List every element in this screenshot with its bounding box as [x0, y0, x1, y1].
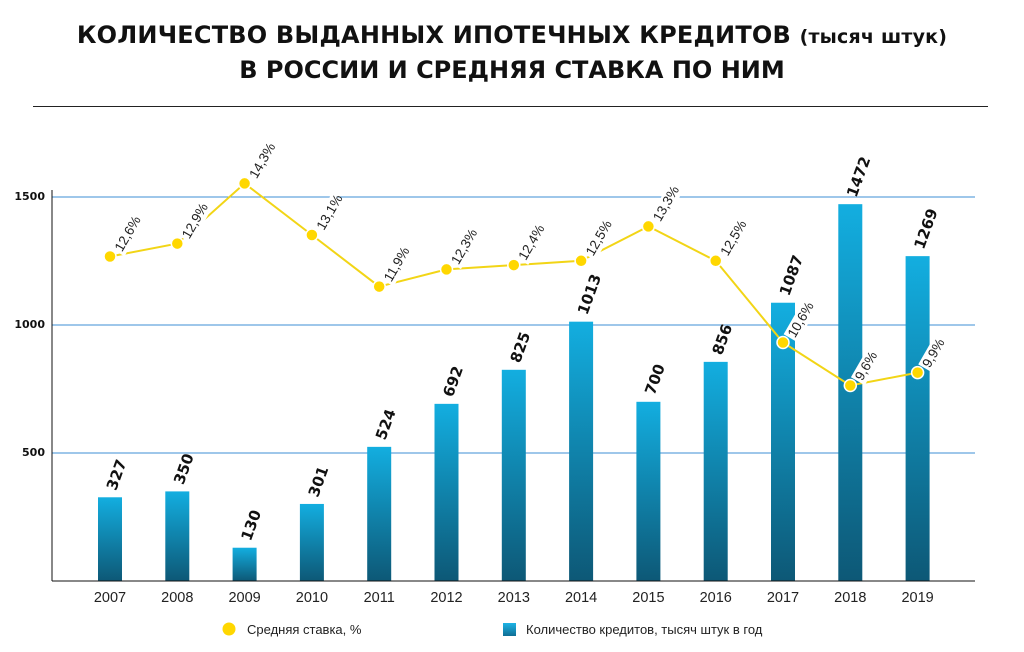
data-labels: 327 350 130 301 524 692 825 1013 700 856 1087 1472 1… — [103, 140, 952, 544]
rate-point — [910, 365, 925, 380]
bar — [299, 503, 324, 581]
rate-point — [507, 258, 521, 272]
y-tick-label: 1000 — [14, 318, 45, 331]
bar-value-label: 1269 — [910, 206, 941, 251]
bar-value-label: 1087 — [776, 253, 807, 298]
rate-label-bg — [850, 344, 884, 386]
title-divider — [33, 106, 988, 107]
rate-line — [103, 176, 925, 393]
rate-point — [103, 249, 117, 264]
bar — [838, 204, 863, 581]
rate-point — [776, 335, 790, 350]
legend-rate-marker — [222, 622, 236, 636]
rate-point — [574, 254, 588, 268]
rate-value-label: 13,1% — [314, 192, 346, 233]
rate-value-label: 12,9% — [179, 200, 211, 241]
legend-bars-label: Количество кредитов, тысяч штук в год — [526, 622, 763, 637]
rate-label-bg — [783, 301, 817, 343]
rate-point — [372, 279, 386, 294]
x-tick-label: 2010 — [296, 590, 328, 606]
rate-value-label: 12,5% — [717, 218, 749, 259]
bar-value-label: 856 — [709, 322, 737, 358]
bar-value-label: 1013 — [574, 272, 605, 317]
bar — [703, 361, 728, 581]
rate-label-bg — [312, 193, 346, 235]
bars — [98, 204, 930, 581]
bar-value-label: 825 — [507, 330, 535, 366]
bar — [232, 547, 257, 581]
rate-point — [305, 228, 319, 242]
rate-value-label: 12,3% — [448, 226, 480, 267]
legend-rate-label: Средняя ставка, % — [247, 622, 362, 637]
rate-label-bg — [918, 331, 952, 373]
bar-value-label: 350 — [170, 451, 198, 487]
bar-value-label: 130 — [237, 508, 265, 544]
title-line-1: КОЛИЧЕСТВО ВЫДАННЫХ ИПОТЕЧНЫХ КРЕДИТОВ (… — [0, 20, 1024, 52]
rate-value-label: 13,3% — [650, 183, 682, 224]
bar-value-label: 524 — [372, 407, 400, 443]
rate-point — [843, 378, 858, 393]
bar-value-label: 700 — [641, 362, 669, 398]
rate-label-bg — [581, 219, 615, 261]
axes: 2007 2008 2009 2010 2011 2012 2013 2014 2015 2016… — [51, 190, 975, 606]
rate-label-bg — [245, 142, 279, 184]
title-line-2: В РОССИИ И СРЕДНЯЯ СТАВКА ПО НИМ — [239, 56, 785, 84]
x-tick-label: 2016 — [700, 590, 732, 606]
rate-label-bg — [716, 219, 750, 261]
rate-point — [708, 254, 723, 268]
gridlines: 500 1000 1500 — [14, 190, 975, 459]
rate-point — [170, 236, 185, 251]
x-tick-label: 2009 — [228, 590, 260, 606]
x-tick-label: 2008 — [161, 590, 193, 606]
bar — [501, 369, 526, 581]
rate-value-label: 11,9% — [381, 244, 413, 284]
rate-label-bg — [379, 245, 413, 287]
rate-label-bg — [649, 185, 682, 227]
bar — [165, 491, 190, 581]
bar — [636, 401, 661, 581]
x-tick-label: 2012 — [430, 590, 462, 606]
rate-point — [641, 219, 656, 234]
rate-point — [237, 176, 252, 191]
chart-title: КОЛИЧЕСТВО ВЫДАННЫХ ИПОТЕЧНЫХ КРЕДИТОВ (… — [0, 20, 1024, 86]
bar — [569, 321, 594, 581]
bar — [367, 446, 392, 581]
x-tick-label: 2018 — [834, 590, 866, 606]
x-tick-label: 2019 — [901, 590, 933, 606]
bar-value-label: 692 — [439, 364, 467, 400]
rate-value-label: 12,6% — [112, 213, 144, 254]
rate-label-bg — [177, 202, 211, 244]
x-tick-label: 2017 — [767, 590, 799, 606]
rate-label-bg — [110, 215, 144, 257]
rate-value-label: 14,3% — [246, 140, 278, 181]
rate-label-bg — [514, 223, 548, 265]
title-units: (тысяч штук) — [799, 26, 948, 48]
bar-value-label: 327 — [103, 457, 131, 493]
y-tick-label: 500 — [22, 446, 45, 459]
rate-value-label: 12,5% — [583, 218, 615, 259]
legend-bars-marker — [503, 623, 516, 636]
bar-value-label: 301 — [305, 464, 333, 500]
y-tick-label: 1500 — [14, 190, 45, 203]
x-tick-label: 2011 — [364, 590, 395, 606]
bar — [98, 497, 122, 581]
rate-point — [439, 262, 454, 277]
x-tick-label: 2014 — [565, 590, 597, 606]
x-tick-label: 2015 — [632, 590, 664, 606]
title-main: КОЛИЧЕСТВО ВЫДАННЫХ ИПОТЕЧНЫХ КРЕДИТОВ — [76, 21, 792, 49]
bar — [905, 256, 930, 581]
rate-label-bg — [447, 228, 480, 270]
rate-value-label: 12,4% — [515, 222, 547, 263]
x-tick-label: 2007 — [94, 590, 126, 606]
bar-value-label: 1472 — [843, 154, 874, 199]
legend: Средняя ставка, % Количество кредитов, ты… — [222, 622, 763, 637]
bar — [434, 403, 459, 581]
x-tick-label: 2013 — [498, 590, 530, 606]
